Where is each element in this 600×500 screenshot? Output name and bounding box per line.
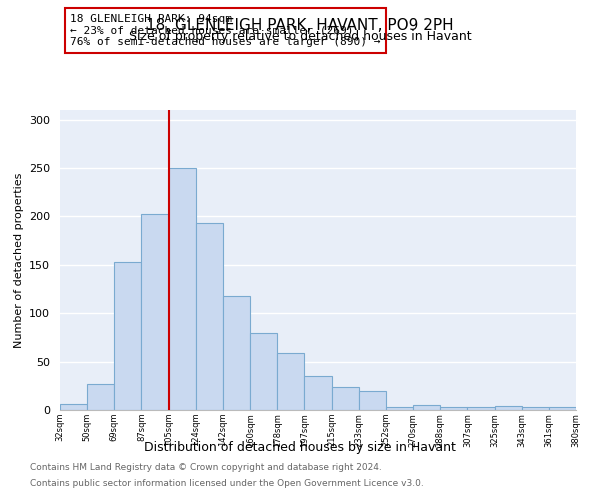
Text: Size of property relative to detached houses in Havant: Size of property relative to detached ho…: [128, 30, 472, 43]
Bar: [277, 353, 304, 410]
Bar: [196, 223, 223, 410]
Text: 18, GLENLEIGH PARK, HAVANT, PO9 2PH: 18, GLENLEIGH PARK, HAVANT, PO9 2PH: [146, 18, 454, 32]
Bar: [467, 407, 494, 410]
Bar: [142, 214, 169, 410]
Bar: [386, 407, 413, 410]
Text: Contains public sector information licensed under the Open Government Licence v3: Contains public sector information licen…: [30, 478, 424, 488]
Bar: [87, 384, 115, 410]
Text: Distribution of detached houses by size in Havant: Distribution of detached houses by size …: [144, 441, 456, 454]
Bar: [332, 387, 359, 410]
Bar: [115, 262, 142, 410]
Bar: [549, 407, 576, 410]
Bar: [359, 390, 386, 410]
Bar: [223, 296, 250, 410]
Bar: [250, 332, 277, 410]
Bar: [169, 168, 196, 410]
Bar: [521, 407, 549, 410]
Y-axis label: Number of detached properties: Number of detached properties: [14, 172, 23, 348]
Bar: [304, 376, 332, 410]
Bar: [413, 405, 440, 410]
Bar: [494, 406, 521, 410]
Text: 18 GLENLEIGH PARK: 94sqm
← 23% of detached houses are smaller (269)
76% of semi-: 18 GLENLEIGH PARK: 94sqm ← 23% of detach…: [70, 14, 381, 47]
Bar: [60, 404, 87, 410]
Text: Contains HM Land Registry data © Crown copyright and database right 2024.: Contains HM Land Registry data © Crown c…: [30, 464, 382, 472]
Bar: [440, 407, 467, 410]
